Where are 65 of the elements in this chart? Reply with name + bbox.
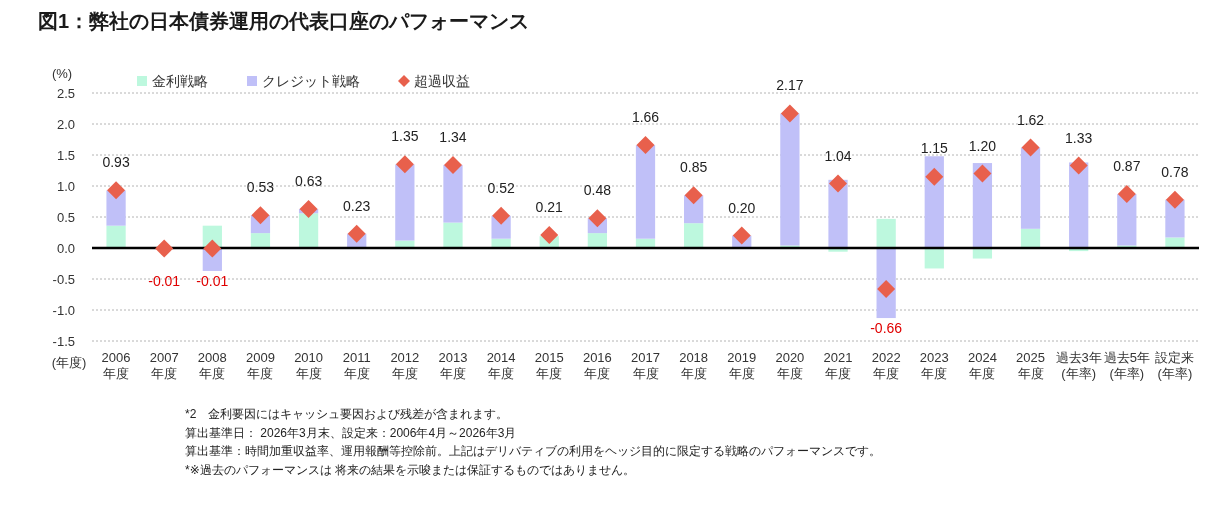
- x-tick-label: 過去5年 (年率): [1103, 350, 1150, 381]
- data-label: 1.62: [1016, 111, 1045, 128]
- data-label: 1.35: [391, 128, 419, 145]
- data-label: 1.20: [968, 137, 997, 154]
- data-label: -0.01: [196, 272, 229, 289]
- data-label: 0.87: [1113, 158, 1141, 175]
- data-label: 2.17: [776, 77, 804, 94]
- note: *2 金利要因にはキャッシュ要因および残差が含まれます。: [185, 407, 509, 421]
- y-tick-label: 1.5: [56, 147, 75, 163]
- x-tick-label: 2022 年度: [871, 350, 901, 381]
- data-label: 0.53: [246, 179, 275, 196]
- y-tick-label: 0.5: [56, 209, 75, 225]
- x-tick-label: 2006 年度: [101, 350, 131, 381]
- x-axis-title: (年度): [51, 355, 87, 370]
- x-tick-label: 2017 年度: [631, 350, 660, 381]
- legend-label: クレジット戦略: [262, 73, 360, 89]
- data-label: 0.20: [728, 199, 756, 216]
- note: 算出基準：時間加重収益率、運用報酬等控除前。上記はデリバティブの利用をヘッジ目的に限定する戦略のパフォーマンスです。: [185, 444, 881, 458]
- y-tick-label: -1.5: [52, 333, 75, 349]
- y-tick-label: 2.5: [56, 85, 75, 101]
- data-label: 1.66: [631, 109, 660, 126]
- data-label: 1.34: [439, 128, 467, 145]
- x-tick-label: 2014 年度: [486, 350, 516, 381]
- data-label: 1.15: [920, 140, 948, 157]
- x-tick-label: 2008 年度: [197, 350, 227, 381]
- y-axis-title: (%): [51, 66, 73, 81]
- y-tick-label: -1.0: [52, 302, 75, 318]
- data-label: -0.01: [148, 272, 181, 289]
- note: *※過去のパフォーマンスは 将来の結果を示唆または保証するものではありません。: [185, 462, 636, 477]
- data-label: 0.48: [583, 182, 611, 199]
- data-label: 0.52: [487, 179, 515, 196]
- x-tick-label: 2009 年度: [246, 350, 275, 381]
- note: 算出基準日： 2026年3月末、設定来：2006年4月～2026年3月: [185, 425, 517, 440]
- x-tick-label: 設定来 (年率): [1155, 350, 1195, 381]
- x-tick-label: 2011 年度: [342, 350, 371, 381]
- x-tick-label: 2016 年度: [582, 350, 612, 381]
- data-label: 0.85: [680, 159, 708, 176]
- x-tick-label: 2024 年度: [967, 350, 997, 381]
- y-tick-label: -0.5: [52, 271, 75, 287]
- data-label: 1.04: [824, 147, 852, 164]
- y-tick-label: 1.0: [56, 178, 75, 194]
- data-label: 0.93: [102, 154, 130, 171]
- y-tick-label: 0.0: [56, 240, 75, 256]
- legend-label: 超過収益: [414, 73, 470, 89]
- x-tick-label: 2007 年度: [149, 350, 179, 381]
- data-label: 0.21: [535, 199, 563, 215]
- data-label: 0.63: [294, 172, 323, 189]
- x-tick-label: 2015 年度: [534, 350, 564, 381]
- data-label: 0.23: [343, 197, 371, 214]
- x-tick-label: 2018 年度: [679, 350, 709, 381]
- x-tick-label: 2010 年度: [294, 350, 324, 381]
- y-tick-label: 2.0: [56, 116, 75, 132]
- x-tick-label: 2021 年度: [823, 350, 853, 381]
- data-label: -0.66: [870, 320, 903, 337]
- data-label: 0.78: [1161, 163, 1189, 180]
- x-tick-label: 過去3年 (年率): [1055, 350, 1102, 381]
- x-tick-label: 2023 年度: [919, 350, 949, 381]
- title: 図1：弊社の日本債券運用の代表口座のパフォーマンス: [38, 10, 530, 32]
- x-tick-label: 2012 年度: [390, 350, 420, 381]
- x-tick-label: 2013 年度: [438, 350, 468, 381]
- legend-label: 金利戦略: [152, 73, 208, 89]
- x-tick-label: 2020 年度: [775, 350, 805, 381]
- data-label: 1.33: [1065, 129, 1093, 146]
- x-tick-label: 2019 年度: [727, 350, 757, 381]
- x-tick-label: 2025 年度: [1016, 350, 1045, 381]
